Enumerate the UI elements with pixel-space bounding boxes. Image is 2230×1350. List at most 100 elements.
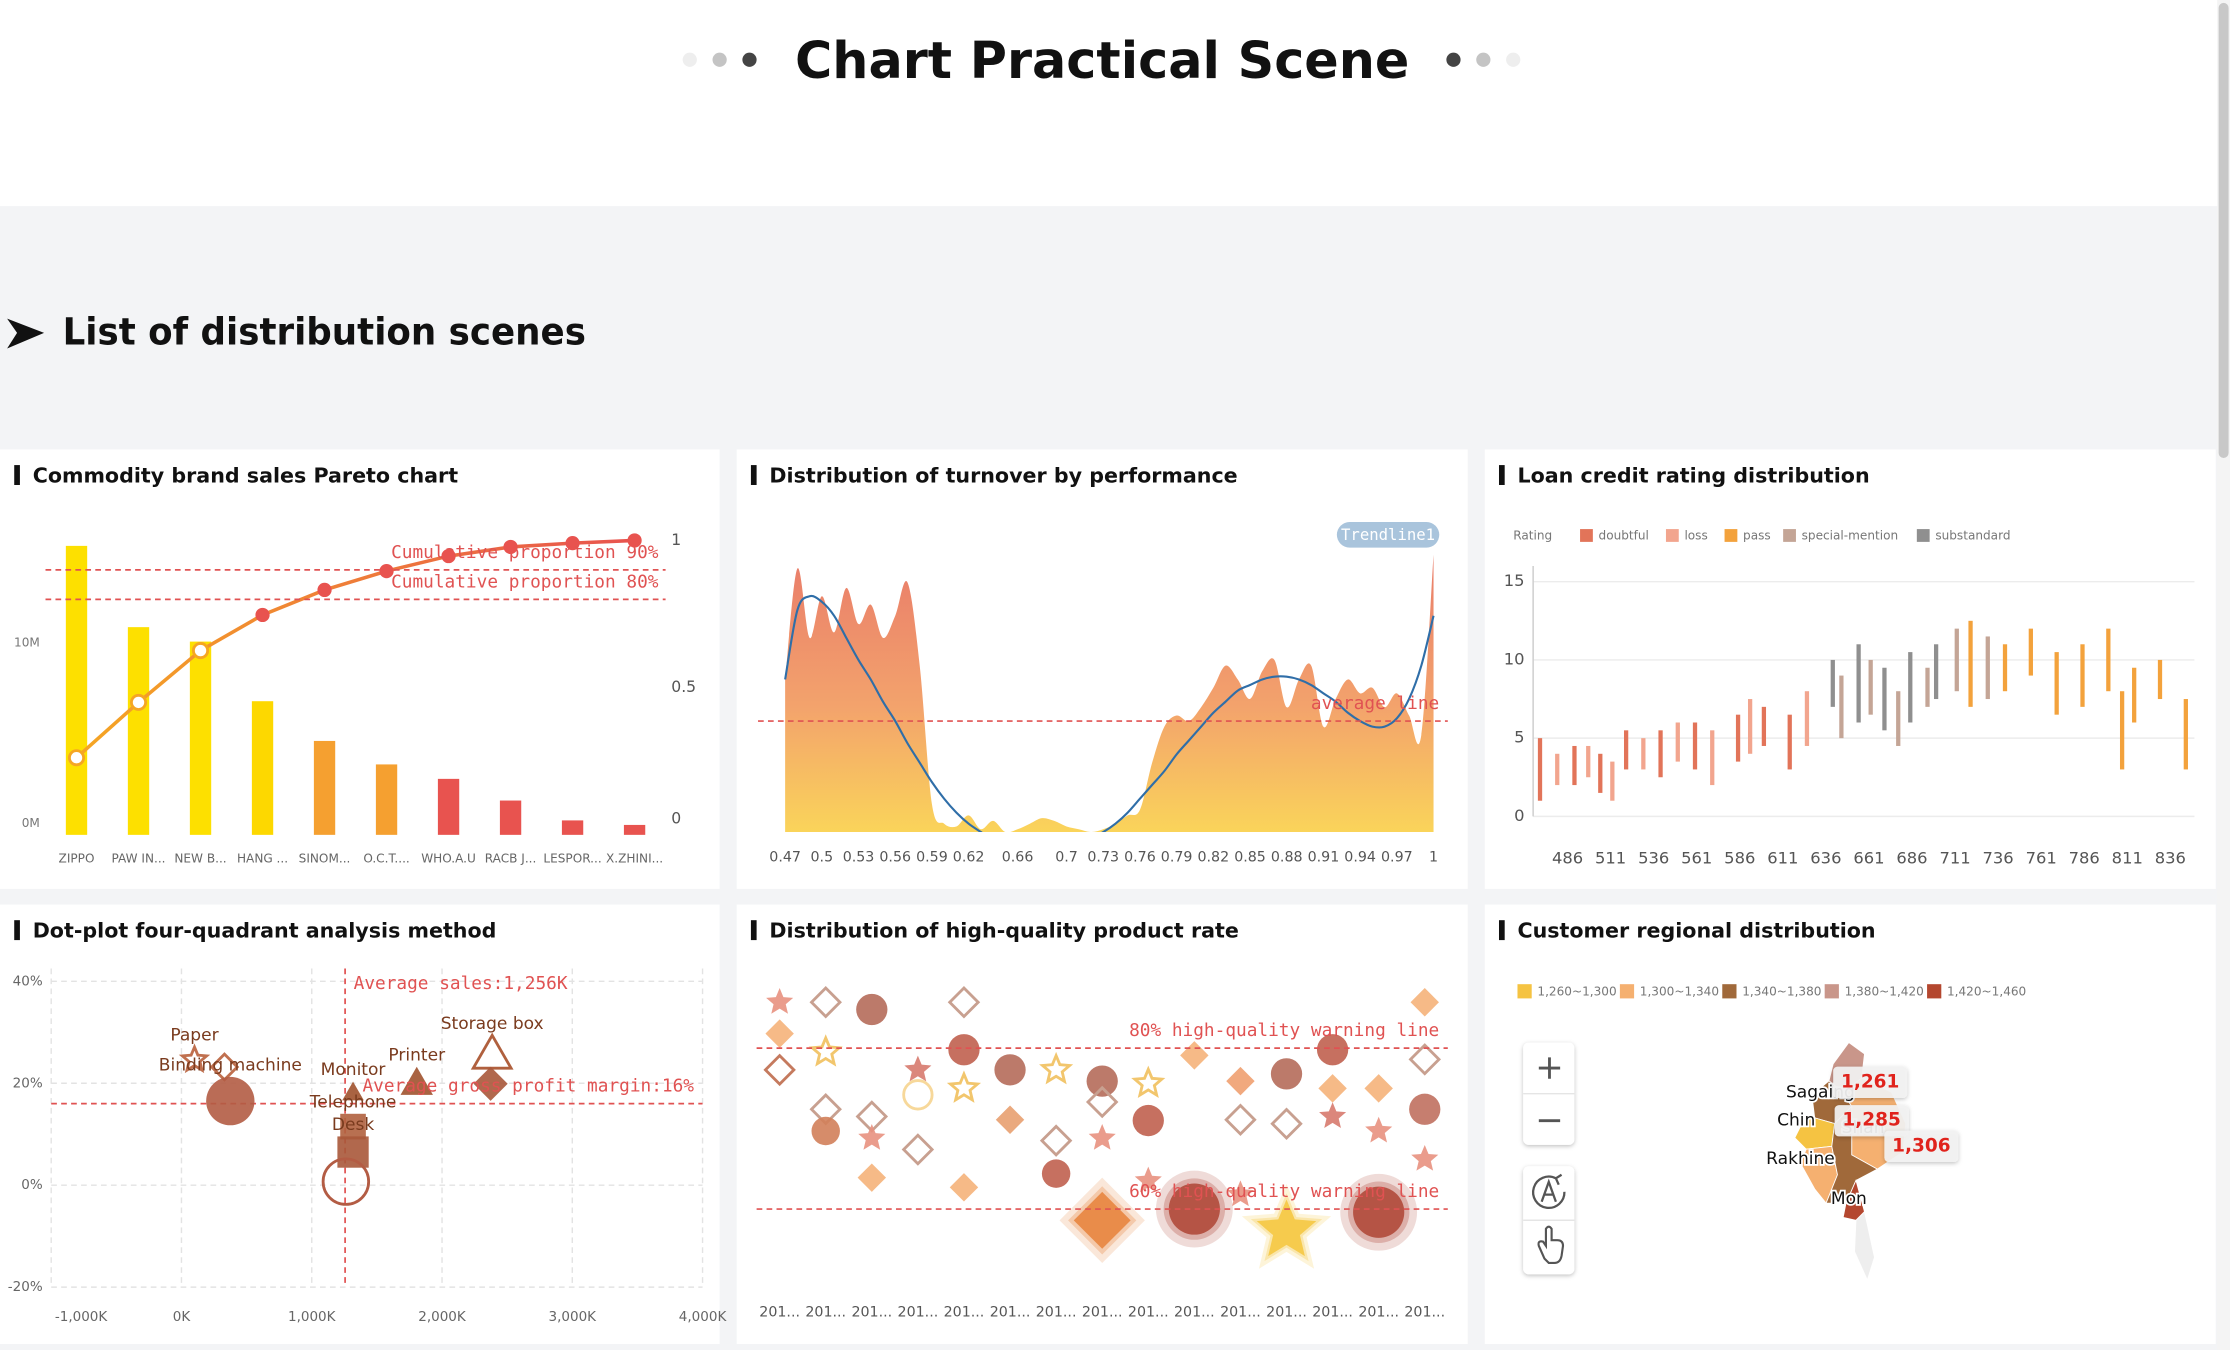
range-bar — [1572, 745, 1577, 786]
cumulative-point — [503, 539, 518, 555]
x-tick-label: PAW IN... — [112, 852, 166, 866]
point — [1409, 1093, 1441, 1125]
range-bar — [1868, 659, 1873, 715]
legend-label: loss — [1684, 529, 1707, 543]
map-region — [1854, 1210, 1875, 1282]
x-tick-label: 511 — [1595, 849, 1626, 868]
x-tick-label: 611 — [1767, 849, 1798, 868]
point — [1270, 1107, 1303, 1140]
legend-swatch — [1619, 984, 1635, 999]
legend-swatch — [1665, 529, 1679, 542]
x-tick-label: RACB J... — [485, 852, 537, 866]
x-tick-label: 0.88 — [1271, 850, 1303, 866]
y-tick-label: 10 — [1504, 649, 1525, 668]
bar — [189, 641, 212, 835]
point-label: Paper — [170, 1026, 219, 1046]
y-tick-label: 15 — [1504, 571, 1525, 590]
range-bar — [2132, 667, 2137, 723]
point-label: Monitor — [321, 1060, 387, 1080]
point — [1131, 1065, 1166, 1099]
x-tick-label: 0.59 — [916, 850, 948, 866]
point — [1039, 1051, 1074, 1085]
scrollbar-thumb[interactable] — [2218, 2, 2229, 458]
point — [904, 1055, 932, 1082]
y-tick-label: 0M — [22, 816, 40, 830]
x-tick-label: 0.53 — [843, 850, 875, 866]
range-bar — [2080, 644, 2085, 707]
x-tick-label: 201... — [1036, 1305, 1077, 1321]
region-label: Rakhine — [1766, 1149, 1835, 1169]
section-arrow — [7, 318, 45, 349]
range-bar — [2054, 652, 2059, 715]
y-tick-label: 40% — [13, 973, 43, 989]
point — [901, 1133, 935, 1166]
point — [1039, 1124, 1073, 1157]
legend-swatch — [1783, 529, 1796, 542]
range-bar — [2028, 628, 2033, 676]
x-tick-label: 0.62 — [953, 850, 985, 866]
legend-label: special-mention — [1802, 529, 1899, 543]
y-tick-label: 0% — [21, 1177, 43, 1193]
cumulative-point — [627, 533, 642, 548]
panel-title: Dot-plot four-quadrant analysis method — [33, 919, 497, 943]
range-bar — [1804, 691, 1810, 746]
value-tooltip — [1884, 1130, 1959, 1162]
point — [857, 1163, 887, 1192]
dot — [1476, 52, 1491, 67]
range-bar — [1598, 753, 1603, 793]
point — [1408, 1043, 1441, 1076]
x-tick-label: 686 — [1896, 849, 1927, 868]
point — [1226, 1180, 1254, 1207]
x-tick-label: O.C.T.... — [363, 852, 409, 866]
y-tick-label: 20% — [13, 1075, 43, 1091]
legend-label: substandard — [1935, 529, 2010, 543]
x-tick-label: 0.94 — [1344, 850, 1376, 866]
x-tick-label: 736 — [1983, 849, 2014, 868]
point — [473, 1066, 508, 1101]
x-tick-label: LESPOR... — [543, 852, 601, 866]
panel-title: Customer regional distribution — [1517, 919, 1875, 943]
range-bar — [1692, 722, 1698, 770]
point — [1226, 1066, 1255, 1096]
cumulative-point — [565, 535, 580, 551]
x-tick-label: 0.7 — [1055, 850, 1078, 866]
point — [1168, 1183, 1220, 1235]
panel-title-bar — [1498, 465, 1505, 485]
point — [1319, 1102, 1347, 1129]
range-bar — [1925, 667, 1930, 707]
panel-title: Distribution of turnover by performance — [769, 463, 1237, 487]
x-tick-label: ZIPPO — [59, 852, 95, 866]
x-tick-label: 0.66 — [1002, 850, 1034, 866]
point — [809, 986, 842, 1019]
legend-swatch — [1824, 984, 1839, 999]
cumulative-point — [441, 548, 456, 564]
range-bar — [1787, 714, 1792, 770]
legend-label: 1,300~1,340 — [1640, 985, 1719, 999]
x-tick-label: 201... — [759, 1305, 800, 1321]
reference-label: 80% high-quality warning line — [1129, 1021, 1439, 1041]
reference-label: Cumulative proportion 80% — [391, 572, 659, 592]
x-tick-label: 0.82 — [1197, 850, 1229, 866]
point — [340, 1113, 366, 1140]
x-tick-label: 536 — [1638, 849, 1669, 868]
reset-icon — [1532, 1173, 1566, 1209]
range-bar — [1896, 691, 1901, 746]
y2-tick-label: 1 — [671, 530, 681, 549]
point — [1041, 1159, 1071, 1188]
panel-title: Distribution of high-quality product rat… — [769, 919, 1238, 943]
point — [337, 1136, 369, 1168]
x-tick-label: -1,000K — [55, 1309, 109, 1325]
x-tick-label: 201... — [898, 1305, 939, 1321]
bar — [65, 545, 88, 835]
reference-label: 60% high-quality warning line — [1129, 1182, 1439, 1202]
point — [178, 1043, 211, 1074]
point — [1224, 1103, 1257, 1136]
x-tick-label: 201... — [1128, 1305, 1169, 1321]
y2-tick-label: 0 — [671, 809, 681, 828]
average-label: average line — [1311, 694, 1439, 714]
range-bar — [2157, 659, 2163, 700]
point — [1088, 1124, 1116, 1150]
legend-swatch — [1927, 984, 1942, 999]
point — [1353, 1186, 1405, 1238]
x-tick-label: 201... — [1404, 1305, 1445, 1321]
